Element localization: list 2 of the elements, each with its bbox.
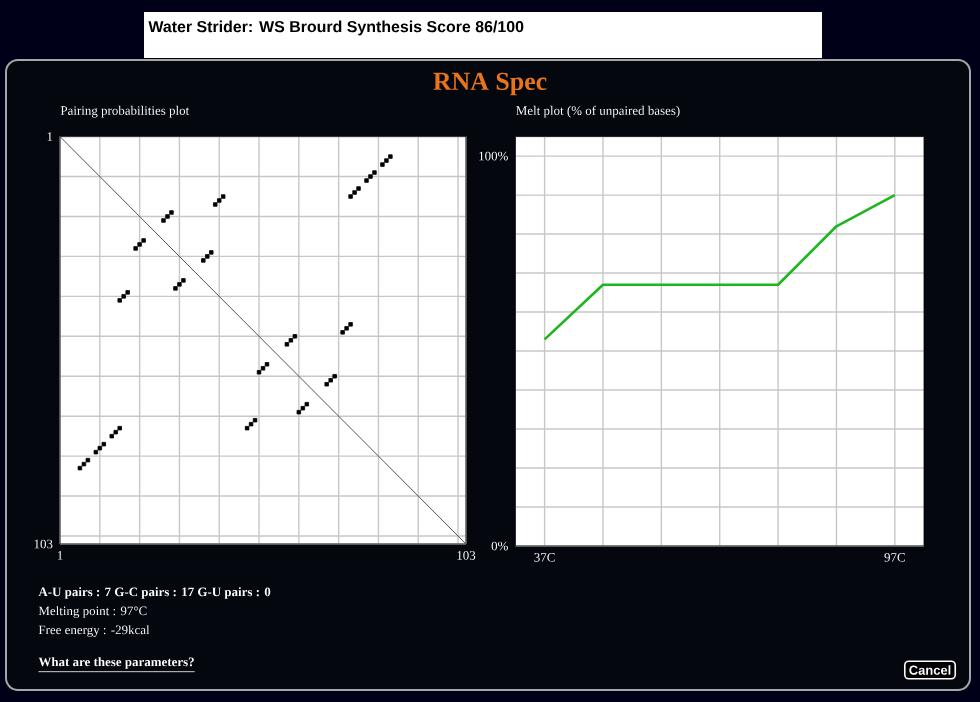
text: RNA Spec xyxy=(433,72,547,96)
line-series xyxy=(543,193,897,341)
